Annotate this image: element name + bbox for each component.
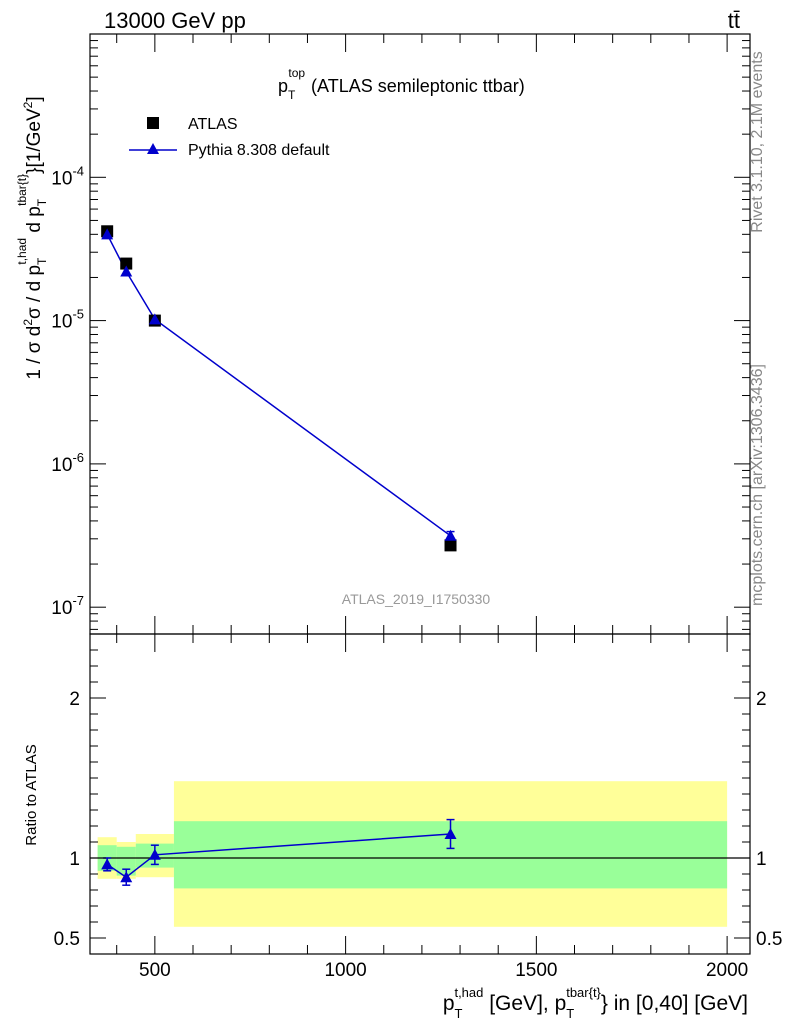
mc-line bbox=[106, 233, 451, 537]
ratio-mc-line bbox=[106, 833, 451, 879]
mc-point bbox=[101, 228, 114, 240]
atlas-point bbox=[444, 539, 457, 552]
main-y-label: 1 / σ d2σ / d pTt,had d pTtbar{t}}[1/GeV… bbox=[15, 96, 49, 379]
main-plot-area bbox=[101, 225, 457, 552]
ratio-mc-point bbox=[120, 871, 133, 883]
ratio-bands bbox=[97, 781, 728, 927]
ratio-mc-point bbox=[444, 828, 457, 839]
ratio-mc-point bbox=[148, 848, 161, 860]
ratio-y-ticks: 0.5 0.5 1 1 2 2 bbox=[54, 649, 782, 950]
x-axis-label: pTt,had [GeV], pTtbar{t}} in [0,40] [GeV… bbox=[443, 985, 748, 1021]
ratio-plot-area bbox=[90, 818, 750, 886]
x-tick-label: 2000 bbox=[706, 960, 748, 981]
ratio-y-tick-label-right: 2 bbox=[756, 689, 767, 710]
watermark: ATLAS_2019_I1750330 bbox=[342, 591, 491, 607]
ratio-y-tick-label-left: 1 bbox=[69, 849, 80, 870]
main-y-tick-label: 10-6 bbox=[51, 450, 84, 476]
legend-atlas-marker bbox=[147, 117, 159, 129]
x-ticks: 500 1000 1500 2000 bbox=[116, 34, 748, 981]
ratio-inner-band bbox=[116, 846, 136, 876]
ratio-y-tick-label-right: 0.5 bbox=[756, 929, 782, 950]
x-tick-label: 1000 bbox=[324, 960, 366, 981]
ratio-y-label: Ratio to ATLAS bbox=[23, 744, 40, 845]
mc-point bbox=[444, 529, 457, 541]
atlas-point bbox=[120, 257, 133, 270]
rivet-label: Rivet 3.1.10, 2.1M events bbox=[749, 51, 766, 232]
ratio-panel: 0.5 0.5 1 1 2 2 500 1000 1500 2000 Ratio to ATLA… bbox=[23, 34, 782, 1021]
legend-atlas-label: ATLAS bbox=[188, 116, 238, 133]
ratio-y-tick-label-right: 1 bbox=[756, 849, 767, 870]
ratio-mc-point bbox=[101, 858, 114, 870]
main-title: pTtop(ATLAS semileptonic ttbar) bbox=[278, 66, 525, 102]
main-y-ticks: 10-7 10-6 10-5 10-4 bbox=[51, 33, 750, 630]
main-y-tick-label: 10-5 bbox=[51, 307, 84, 333]
main-y-tick-label: 10-4 bbox=[51, 163, 84, 189]
legend-pythia-marker bbox=[147, 143, 159, 154]
main-panel: 10-7 10-6 10-5 10-4 pTtop(ATLAS semileptoni… bbox=[15, 33, 751, 635]
ratio-y-tick-label-left: 2 bbox=[69, 689, 80, 710]
energy-label: 13000 GeV pp bbox=[104, 8, 246, 33]
mc-point bbox=[120, 265, 133, 277]
mc-point bbox=[148, 313, 161, 325]
x-tick-label: 500 bbox=[139, 960, 171, 981]
main-y-tick-label: 10-7 bbox=[51, 593, 84, 619]
ratio-y-tick-label-left: 0.5 bbox=[54, 929, 80, 950]
process-label: tt̄ bbox=[728, 8, 740, 33]
x-tick-label: 1500 bbox=[515, 960, 557, 981]
legend-pythia-label: Pythia 8.308 default bbox=[188, 142, 330, 159]
legend: ATLAS Pythia 8.308 default bbox=[129, 116, 330, 159]
mcplots-label: mcplots.cern.ch [arXiv:1306.3436] bbox=[749, 364, 766, 606]
